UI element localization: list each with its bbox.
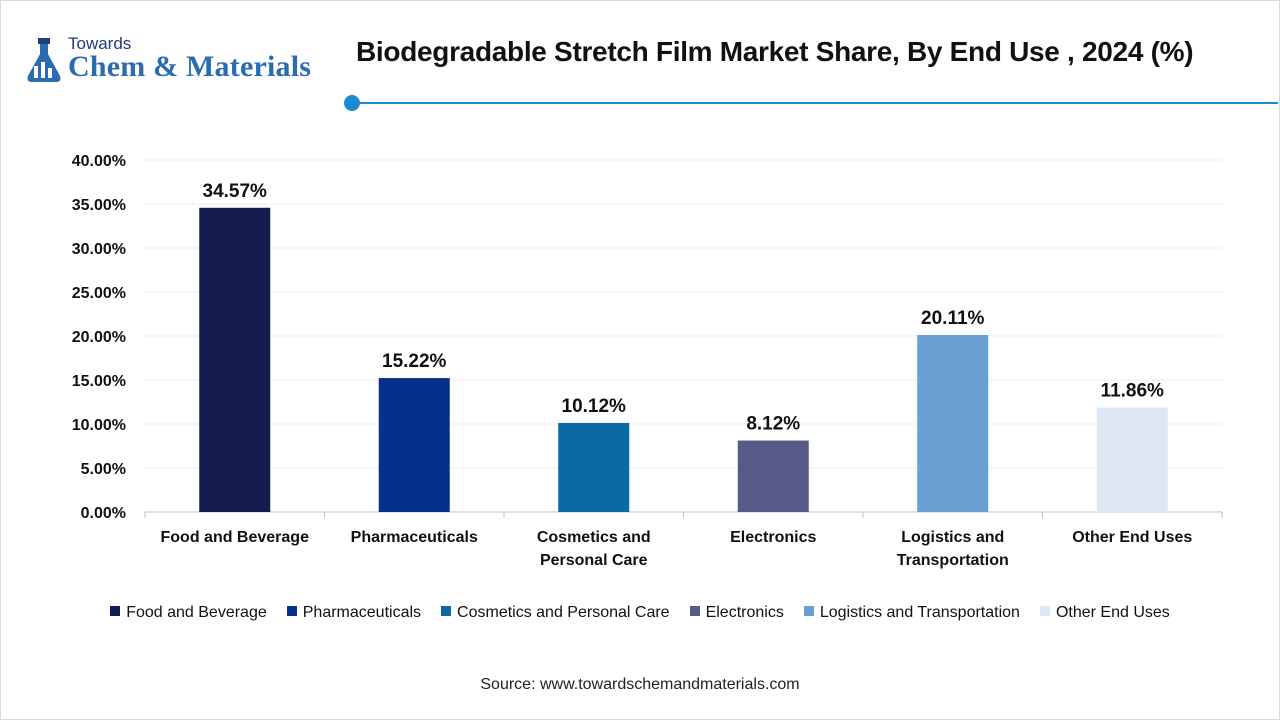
legend-swatch (286, 606, 297, 616)
y-tick-label: 10.00% (72, 417, 126, 434)
legend-label: Electronics (705, 604, 784, 621)
flask-logo-icon (27, 38, 61, 82)
source-note: Source: www.towardschemandmaterials.com (480, 676, 800, 693)
legend-label: Cosmetics and Personal Care (457, 604, 670, 621)
x-tick-label: Food and Beverage (161, 529, 310, 546)
bar (199, 207, 271, 512)
data-label: 20.11% (921, 308, 984, 329)
legend-swatch (1039, 606, 1050, 616)
legend-item: Cosmetics and Personal Care (441, 604, 670, 622)
legend-swatch (803, 606, 814, 616)
brand-towards: Towards (68, 34, 132, 53)
legend-item: Food and Beverage (110, 604, 267, 622)
x-tick-label: Cosmetics and (537, 529, 651, 546)
bar-chart: 0.00% 5.00% 10.00% 15.00% 20.00% 25.00% 30.00%… (72, 153, 1223, 569)
y-tick-label: 40.00% (72, 153, 126, 170)
y-tick-label: 30.00% (72, 241, 126, 258)
chart-legend: Food and Beverage Pharmaceuticals Cosmetic… (0, 604, 1280, 622)
legend-label: Pharmaceuticals (302, 604, 422, 621)
legend-label: Logistics and Transportation (819, 604, 1020, 621)
brand-logo: Towards Chem & Materials (20, 34, 340, 90)
legend-label: Other End Uses (1055, 604, 1170, 621)
legend-label: Food and Beverage (126, 604, 267, 621)
x-tick-label: Transportation (897, 552, 1009, 569)
brand-name: Chem & Materials (68, 50, 312, 83)
bar (737, 440, 809, 512)
y-tick-label: 35.00% (72, 197, 126, 214)
x-tick-label: Electronics (730, 529, 816, 546)
bar (378, 378, 450, 512)
y-tick-label: 0.00% (81, 505, 126, 522)
data-label: 34.57% (203, 181, 268, 202)
legend-swatch (689, 606, 700, 616)
bar (1096, 407, 1168, 512)
legend-item: Pharmaceuticals (286, 604, 422, 622)
y-tick-label: 20.00% (72, 329, 126, 346)
data-label: 8.12% (746, 414, 800, 435)
legend-item: Other End Uses (1039, 604, 1170, 622)
title-underline (352, 102, 1278, 104)
chart-title: Biodegradable Stretch Film Market Share,… (356, 36, 1194, 67)
bar (917, 335, 989, 512)
legend-item: Electronics (689, 604, 784, 622)
legend-swatch (110, 606, 121, 616)
y-tick-label: 25.00% (72, 285, 126, 302)
x-tick-label: Other End Uses (1072, 529, 1192, 546)
y-tick-label: 5.00% (81, 461, 126, 478)
data-label: 11.86% (1101, 381, 1164, 402)
y-tick-label: 15.00% (72, 373, 126, 390)
legend-swatch (441, 606, 452, 616)
x-tick-label: Personal Care (540, 552, 648, 569)
x-tick-label: Logistics and (901, 529, 1004, 546)
legend-item: Logistics and Transportation (803, 604, 1020, 622)
data-label: 15.22% (382, 351, 447, 372)
bar (558, 422, 630, 512)
data-label: 10.12% (562, 396, 627, 417)
x-tick-label: Pharmaceuticals (351, 529, 478, 546)
